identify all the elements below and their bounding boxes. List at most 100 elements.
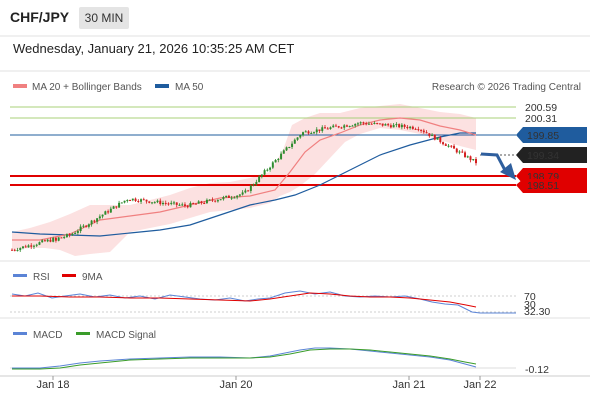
candle-body	[57, 237, 60, 241]
candle-body	[332, 125, 335, 128]
candle-body	[461, 151, 464, 153]
candle-body	[60, 237, 63, 239]
candle-body	[145, 199, 148, 202]
candle-body	[343, 125, 346, 128]
candle-body	[417, 129, 420, 131]
candle-body	[41, 240, 44, 243]
candle-body	[87, 224, 90, 227]
candle-body	[35, 244, 38, 246]
macd-signal-line	[12, 348, 477, 370]
macd-value-label: -0.12	[525, 364, 549, 376]
macd-panel: MACD MACD Signal -0.12	[10, 330, 549, 376]
candle-body	[178, 204, 181, 206]
candle-body	[411, 126, 414, 129]
ma50-line	[11, 132, 476, 237]
candle-body	[156, 200, 159, 203]
candle-body	[216, 200, 219, 202]
main-legend: MA 20 + Bollinger Bands MA 50 Research ©…	[13, 82, 581, 93]
candle-body	[118, 202, 121, 208]
timeframe-badge[interactable]: 30 MIN	[79, 7, 129, 29]
candle-body	[249, 185, 252, 191]
candle-body	[181, 204, 184, 206]
candle-body	[458, 151, 461, 153]
candle-body	[436, 137, 439, 140]
candle-body	[389, 125, 392, 128]
candle-body	[32, 245, 35, 247]
candle-body	[362, 122, 365, 124]
candle-body	[140, 199, 143, 202]
x-tick-jan21: Jan 21	[392, 379, 425, 391]
rsi-ma-swatch	[62, 274, 76, 277]
candle-body	[282, 150, 285, 154]
candle-body	[49, 239, 52, 242]
candle-body	[258, 176, 261, 182]
candle-body	[11, 249, 13, 251]
candle-body	[197, 201, 200, 204]
candle-body	[464, 152, 467, 158]
candle-body	[227, 195, 230, 198]
candle-body	[304, 131, 307, 133]
candle-body	[123, 200, 126, 203]
rsi-value-label: 32.30	[524, 306, 550, 318]
candle-body	[153, 202, 156, 204]
candle-body	[96, 218, 99, 222]
rsi-30-label: 30	[524, 299, 536, 311]
candle-body	[280, 153, 283, 159]
symbol-title: CHF/JPY	[10, 9, 70, 25]
candle-body	[98, 216, 101, 219]
candle-body	[425, 132, 428, 134]
pivot-label: 199.85	[527, 130, 559, 142]
candle-body	[450, 145, 453, 147]
candle-body	[112, 206, 115, 209]
candle-body	[384, 124, 387, 126]
candle-body	[46, 239, 49, 242]
candle-body	[247, 190, 250, 192]
support-label-2: 198.51	[527, 180, 559, 192]
candle-body	[252, 184, 255, 186]
macd-signal-swatch	[76, 332, 90, 335]
candle-body	[38, 242, 41, 245]
candle-body	[137, 201, 140, 203]
candle-body	[420, 129, 423, 131]
bollinger-band	[12, 104, 476, 256]
candle-body	[428, 133, 431, 136]
candle-body	[392, 124, 395, 128]
candle-body	[189, 202, 192, 208]
candle-body	[159, 200, 162, 205]
candle-body	[65, 234, 68, 237]
candle-body	[107, 211, 110, 213]
candle-body	[142, 199, 145, 201]
candle-body	[469, 156, 472, 161]
rsi-ma-legend: 9MA	[82, 272, 103, 283]
candle-body	[439, 137, 442, 143]
candle-body	[82, 225, 85, 227]
candle-body	[409, 126, 412, 129]
candle-body	[367, 123, 370, 125]
ma20-swatch	[13, 84, 27, 88]
candle-body	[337, 126, 340, 128]
candle-body	[19, 248, 22, 251]
candle-body	[219, 199, 222, 201]
candle-body	[54, 237, 57, 241]
candle-body	[63, 236, 66, 238]
candle-body	[90, 220, 93, 225]
rsi-panel: RSI 9MA 70 30 32.30	[10, 272, 550, 318]
candle-body	[321, 127, 324, 131]
candle-body	[340, 127, 343, 129]
candle-body	[236, 195, 239, 198]
candle-body	[175, 202, 178, 205]
candle-body	[131, 198, 134, 201]
macd-legend: MACD	[33, 330, 62, 341]
candle-body	[400, 124, 403, 128]
rsi-swatch	[13, 274, 27, 277]
candle-body	[447, 145, 450, 147]
candle-body	[345, 125, 348, 127]
macd-swatch	[13, 332, 27, 335]
candle-body	[296, 137, 299, 140]
ma20-legend: MA 20 + Bollinger Bands	[32, 82, 142, 93]
candle-body	[214, 200, 217, 202]
candle-body	[351, 125, 354, 127]
candle-body	[183, 204, 186, 206]
candle-body	[148, 201, 151, 203]
